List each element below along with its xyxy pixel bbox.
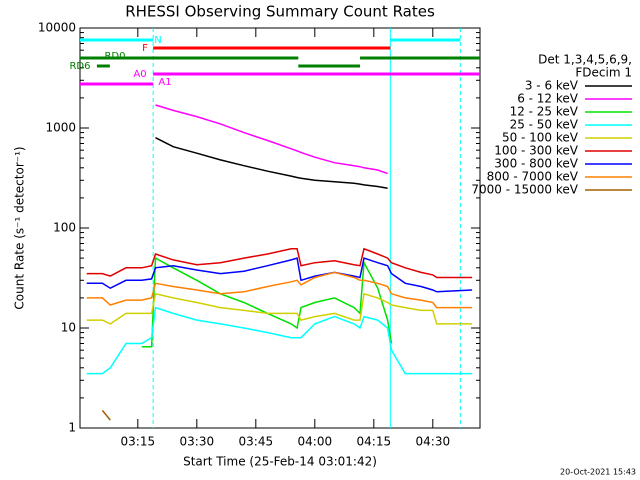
- x-tick-label: 04:00: [298, 435, 333, 449]
- series-line: [155, 104, 388, 175]
- legend-label: 7000 - 15000 keV: [471, 183, 578, 197]
- legend-label: 800 - 7000 keV: [487, 170, 579, 184]
- series-line: [86, 257, 473, 293]
- y-axis-label: Count Rate (s⁻¹ detector⁻¹): [13, 146, 27, 309]
- legend-label: 300 - 800 keV: [494, 157, 578, 171]
- y-tick-label: 10: [61, 321, 76, 335]
- y-tick-label: 1000: [45, 121, 76, 135]
- y-tick-label: 1: [68, 421, 76, 435]
- legend-title: Det 1,3,4,5,6,9,: [538, 53, 632, 67]
- legend-label: 100 - 300 keV: [494, 144, 578, 158]
- legend-title: FDecim 1: [575, 66, 632, 80]
- plot-frame: [79, 27, 481, 429]
- flag-label: RD0: [104, 51, 125, 62]
- chart-title: RHESSI Observing Summary Count Rates: [125, 3, 435, 21]
- x-tick-label: 04:30: [416, 435, 451, 449]
- series-line: [86, 247, 473, 279]
- x-axis-label: Start Time (25-Feb-14 03:01:42): [183, 455, 377, 469]
- legend-label: 3 - 6 keV: [525, 79, 579, 93]
- flag-label: A1: [158, 77, 171, 88]
- flag-label: A0: [133, 69, 146, 80]
- flag-label: RD6: [69, 61, 90, 72]
- footer: 20-Oct-2021 15:43: [560, 468, 636, 477]
- flag-label: N: [154, 35, 161, 46]
- x-tick-label: 03:45: [239, 435, 274, 449]
- series-line: [101, 409, 111, 421]
- flag-label: F: [142, 43, 148, 54]
- legend-label: 6 - 12 keV: [517, 92, 579, 106]
- series-line: [86, 271, 473, 309]
- x-tick-label: 03:15: [121, 435, 156, 449]
- series-line: [86, 292, 473, 325]
- legend-label: 12 - 25 keV: [510, 105, 579, 119]
- series-line: [155, 137, 388, 189]
- y-tick-label: 100: [53, 221, 76, 235]
- legend-label: 50 - 100 keV: [502, 131, 579, 145]
- series-line: [141, 256, 393, 348]
- series-line: [86, 306, 473, 375]
- x-tick-label: 04:15: [357, 435, 392, 449]
- legend-label: 25 - 50 keV: [510, 118, 579, 132]
- x-tick-label: 03:30: [180, 435, 215, 449]
- y-tick-label: 10000: [38, 21, 76, 35]
